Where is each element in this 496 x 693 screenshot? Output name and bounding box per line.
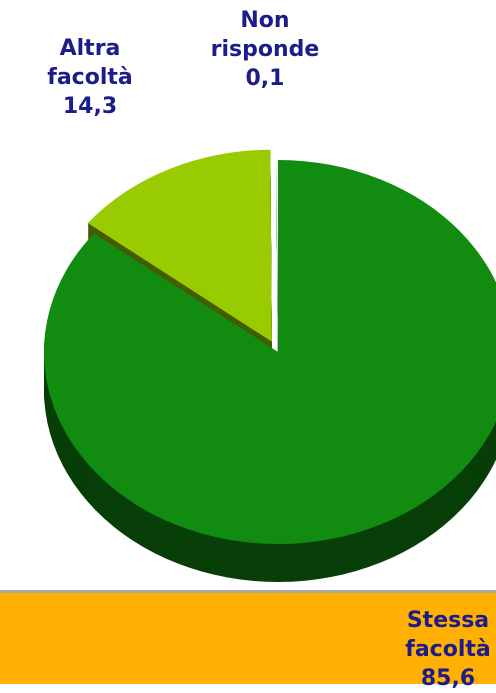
slice-label: Altra facoltà 14,3 — [25, 34, 155, 121]
slice-label: Non risponde 0,1 — [200, 6, 330, 93]
category-label: Non risponde — [210, 8, 320, 62]
pie-slice — [276, 155, 278, 348]
pie-slice — [44, 160, 496, 544]
category-label: Altra facoltà — [47, 36, 133, 90]
value-label: 85,6 — [420, 666, 476, 691]
pie-slice — [87, 149, 272, 342]
background-band — [0, 590, 496, 684]
category-label: Stessa facoltà — [405, 608, 491, 662]
slice-label: Stessa facoltà 85,6 — [383, 606, 496, 693]
value-label: 14,3 — [62, 94, 118, 119]
value-label: 0,1 — [245, 66, 285, 91]
